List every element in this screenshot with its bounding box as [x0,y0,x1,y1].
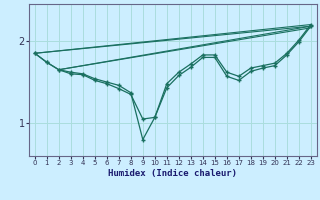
X-axis label: Humidex (Indice chaleur): Humidex (Indice chaleur) [108,169,237,178]
